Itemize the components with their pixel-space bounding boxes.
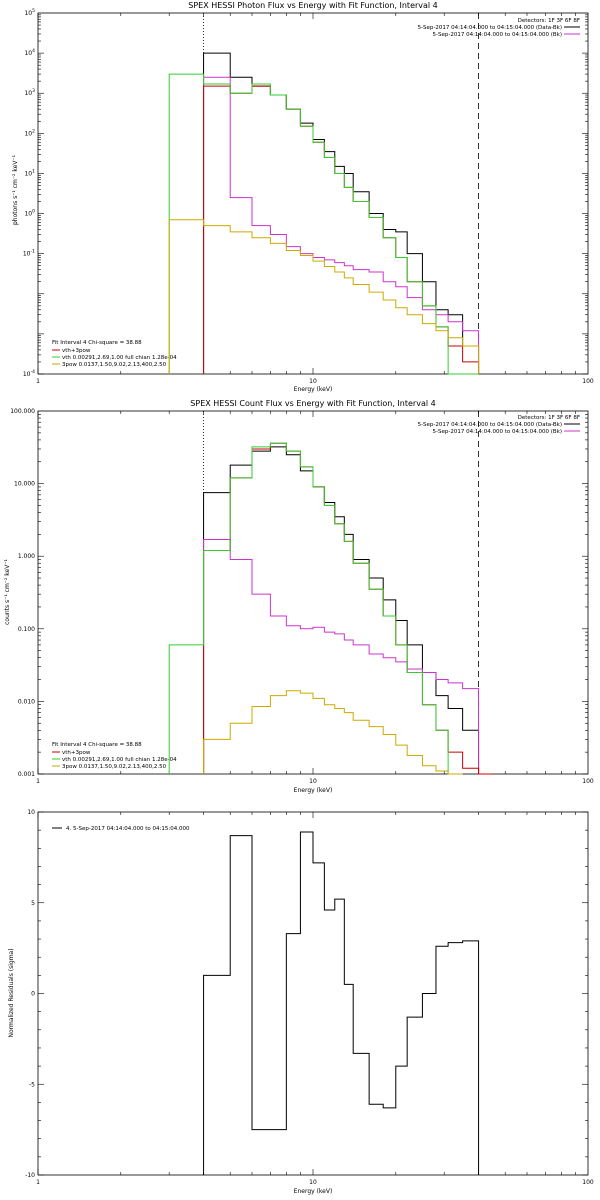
residuals-y-tick-label: 0 <box>31 991 35 998</box>
residuals-y-tick-label: 10 <box>27 809 35 816</box>
count-flux-y-tick-label: 0.100 <box>18 626 35 633</box>
residuals-y-tick-label: 5 <box>31 900 35 907</box>
photon-flux-y-tick-label: 10-1 <box>23 249 35 258</box>
count-flux-series-3pow <box>203 690 463 775</box>
photon-flux-y-tick-label: 103 <box>24 88 35 97</box>
count-flux-fit-item-vth: vth 0.00291,2.69,1.00 full chian 1.28e-0… <box>62 757 177 763</box>
photon-flux-y-tick-label: 10-4 <box>23 369 35 378</box>
count-flux-fit-legend: Fit Interval 4 Chi-square = 38.88 vth+3p… <box>52 742 177 770</box>
photon-flux-y-tick-label: 104 <box>24 48 35 57</box>
photon-flux-x-tick-label: 10 <box>309 378 317 385</box>
photon-flux-x-tick-label: 100 <box>582 378 594 385</box>
photon-flux-fit-header: Fit Interval 4 Chi-square = 38.88 <box>52 340 142 346</box>
photon-flux-x-tick-label: 1 <box>36 378 40 385</box>
count-flux-series-vth <box>168 442 463 775</box>
count-flux-y-tick-label: 1.000 <box>18 553 35 560</box>
count-flux-y-tick-label: 100.000 <box>10 408 35 415</box>
photon-flux-series-bk <box>203 76 480 374</box>
photon-flux-top-legend: Detectors: 1F 3F 6F 8F 5-Sep-2017 04:14:… <box>418 18 580 38</box>
count-flux-y-tick-label: 0.010 <box>18 698 35 705</box>
photon-flux-fit-legend: Fit Interval 4 Chi-square = 38.88 vth+3p… <box>52 340 177 368</box>
count-flux-series-vth-3pow <box>203 442 493 775</box>
photon-flux-panel: SPEX HESSI Photon Flux vs Energy with Fi… <box>12 1 594 393</box>
count-flux-panel: SPEX HESSI Count Flux vs Energy with Fit… <box>4 399 594 794</box>
residuals-panel: 4. 5-Sep-2017 04:14:04.000 to 04:15:04.0… <box>8 809 594 1195</box>
residuals-legend-text: 4. 5-Sep-2017 04:14:04.000 to 04:15:04.0… <box>66 826 190 832</box>
residuals-ylabel: Normalized Residuals (sigma) <box>8 948 15 1037</box>
count-flux-y-tick-label: 0.001 <box>18 771 35 778</box>
photon-flux-series-data-bk <box>203 52 480 374</box>
count-flux-title: SPEX HESSI Count Flux vs Energy with Fit… <box>190 399 435 408</box>
residuals-series-residual <box>203 831 480 1175</box>
photon-flux-xlabel: Energy (keV) <box>294 386 333 393</box>
photon-flux-fit-item-vth: vth 0.00291,2.69,1.00 full chian 1.28e-0… <box>62 355 177 361</box>
photon-flux-y-tick-label: 105 <box>24 8 35 17</box>
photon-flux-y-tick-label: 102 <box>24 128 35 137</box>
photon-flux-y-tick-label: 101 <box>24 168 35 177</box>
residuals-xlabel: Energy (keV) <box>294 1188 333 1195</box>
count-flux-detectors-label: Detectors: 1F 3F 6F 8F <box>518 415 580 421</box>
residuals-y-tick-label: -5 <box>29 1081 35 1088</box>
photon-flux-ylabel: photons s⁻¹ cm⁻² keV⁻¹ <box>12 154 19 225</box>
photon-flux-detectors-label: Detectors: 1F 3F 6F 8F <box>518 18 580 24</box>
residuals-x-tick-label: 10 <box>309 1179 317 1186</box>
photon-flux-fit-item-3pow: 3pow 0.0137,1.50,9.02,2.13,400,2.50 <box>62 362 167 368</box>
residuals-x-tick-label: 100 <box>582 1179 594 1186</box>
count-flux-fit-item-3pow: 3pow 0.0137,1.50,9.02,2.13,400,2.50 <box>62 764 167 770</box>
photon-flux-legend-bk: 5-Sep-2017 04:14:04.000 to 04:15:04.000 … <box>433 32 563 38</box>
count-flux-x-tick-label: 100 <box>582 778 594 785</box>
photon-flux-plot-frame <box>37 12 589 375</box>
residuals-y-tick-label: -10 <box>25 1172 35 1179</box>
count-flux-fit-header: Fit Interval 4 Chi-square = 38.88 <box>52 742 142 748</box>
count-flux-legend-data-bk: 5-Sep-2017 04:14:04.000 to 04:15:04.000 … <box>418 422 562 428</box>
count-flux-ylabel: counts s⁻¹ cm⁻² keV⁻¹ <box>4 559 11 625</box>
count-flux-x-tick-label: 1 <box>36 778 40 785</box>
count-flux-series-bk <box>203 538 480 774</box>
count-flux-xlabel: Energy (keV) <box>294 787 333 794</box>
count-flux-plot-frame <box>37 410 589 775</box>
count-flux-fit-item-vth-3pow: vth+3pow <box>62 750 91 756</box>
photon-flux-fit-item-vth-3pow: vth+3pow <box>62 348 91 354</box>
count-flux-x-tick-label: 10 <box>309 778 317 785</box>
photon-flux-series-3pow <box>168 219 480 374</box>
count-flux-legend-bk: 5-Sep-2017 04:14:04.000 to 04:15:04.000 … <box>433 429 563 435</box>
photon-flux-legend-data-bk: 5-Sep-2017 04:14:04.000 to 04:15:04.000 … <box>418 25 562 31</box>
photon-flux-title: SPEX HESSI Photon Flux vs Energy with Fi… <box>188 1 438 10</box>
count-flux-top-legend: Detectors: 1F 3F 6F 8F 5-Sep-2017 04:14:… <box>418 415 580 435</box>
count-flux-series-data-bk <box>203 446 493 775</box>
photon-flux-series-vth <box>168 73 479 375</box>
count-flux-y-tick-label: 10.000 <box>14 481 35 488</box>
residuals-plot-frame <box>37 811 589 1176</box>
photon-flux-y-tick-label: 100 <box>24 209 35 218</box>
residuals-x-tick-label: 1 <box>36 1179 40 1186</box>
